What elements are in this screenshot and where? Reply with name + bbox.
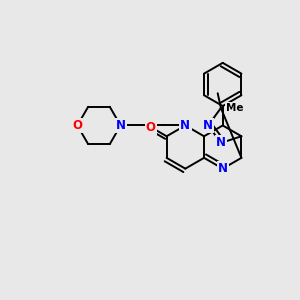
Text: N: N: [180, 119, 190, 132]
Text: Me: Me: [226, 103, 243, 113]
Text: O: O: [72, 119, 82, 132]
Text: N: N: [218, 162, 228, 175]
Text: N: N: [203, 119, 213, 132]
Text: N: N: [216, 136, 226, 149]
Text: N: N: [116, 119, 126, 132]
Text: O: O: [146, 121, 156, 134]
